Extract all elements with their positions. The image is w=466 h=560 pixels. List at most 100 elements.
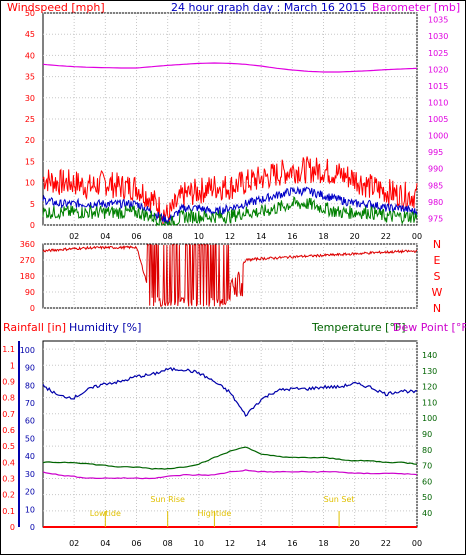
rain-tick-label: 0.8 [2,394,15,403]
x-tick-label-weather: 12 [225,539,235,548]
barometer-axis-title: Barometer [mb] [372,1,460,14]
x-tick-label-weather: 16 [287,539,297,548]
temperature-tick-label: 70 [422,462,432,471]
x-tick-label-wind: 12 [225,232,235,241]
wind-tick-label: 25 [25,115,35,124]
rain-tick-label: 1.1 [2,345,15,354]
wind-tick-label: 20 [25,136,35,145]
temperature-axis-title: Temperature [°F] [311,321,406,334]
rain-tick-label: 0.1 [2,507,15,516]
humidity-tick-label: 60 [25,417,35,426]
rain-tick-label: 0.3 [2,474,15,483]
humidity-tick-label: 0 [30,523,35,532]
x-tick-label-wind: 20 [350,232,360,241]
humidity-tick-label: 100 [20,346,35,355]
barometer-tick-label: 980 [428,198,443,207]
event-marker-label: Sun Rise [150,495,185,504]
wind-low-line [42,195,418,227]
temperature-tick-label: 130 [422,367,437,376]
x-tick-label-wind: 04 [100,232,110,241]
compass-tick-label: S [434,270,441,283]
x-tick-label-wind: 14 [256,232,266,241]
barometer-tick-label: 1020 [428,65,448,74]
direction-tick-label: 0 [30,304,35,313]
x-tick-label-weather: 18 [318,539,328,548]
humidity-tick-label: 40 [25,452,35,461]
wind-tick-label: 30 [25,94,35,103]
wind-gust-line [42,156,418,225]
barometer-line [42,62,418,73]
compass-tick-label: N [433,238,441,251]
wind-average-line [42,185,418,225]
x-tick-label-weather: 10 [194,539,204,548]
x-tick-label-weather: 02 [69,539,79,548]
x-tick-label-wind: 00 [412,232,422,241]
x-tick-label-wind: 08 [163,232,173,241]
wind-tick-label: 50 [25,9,35,18]
temperature-tick-label: 60 [422,477,432,486]
humidity-tick-label: 70 [25,399,35,408]
humidity-tick-label: 20 [25,488,35,497]
x-tick-label-weather: 06 [131,539,141,548]
rain-tick-label: 0.7 [2,410,15,419]
rainfall-axis-title: Rainfall [in] [3,321,66,334]
temperature-tick-label: 80 [422,446,432,455]
wind-tick-label: 10 [25,179,35,188]
direction-tick-label: 180 [20,272,35,281]
temperature-line [42,446,418,470]
wind-tick-label: 0 [30,221,35,230]
compass-tick-label: E [434,254,441,267]
humidity-line [42,367,418,417]
x-tick-label-wind: 18 [318,232,328,241]
wind-tick-label: 5 [30,200,35,209]
x-tick-label-wind: 10 [194,232,204,241]
humidity-tick-label: 80 [25,381,35,390]
direction-tick-label: 90 [25,288,35,297]
barometer-tick-label: 1010 [428,98,448,107]
humidity-tick-label: 30 [25,470,35,479]
x-tick-label-weather: 14 [256,539,266,548]
compass-tick-label: W [432,286,443,299]
x-tick-label-wind: 22 [381,232,391,241]
direction-tick-label: 360 [20,240,35,249]
humidity-axis-title: Humidity [%] [69,321,141,334]
wind-tick-label: 40 [25,51,35,60]
x-tick-label-weather: 00 [412,539,422,548]
rain-tick-label: 0.9 [2,377,15,386]
x-tick-label-weather: 08 [163,539,173,548]
x-tick-label-weather: 20 [350,539,360,548]
temperature-tick-label: 120 [422,383,437,392]
x-tick-label-weather: 22 [381,539,391,548]
event-marker-label: Hightide [198,509,232,518]
temperature-tick-label: 50 [422,493,432,502]
wind-tick-label: 45 [25,30,35,39]
barometer-tick-label: 995 [428,148,443,157]
windspeed-axis-title: Windspeed [mph] [7,1,105,14]
temperature-tick-label: 90 [422,430,432,439]
humidity-tick-label: 50 [25,434,35,443]
wind-tick-label: 15 [25,157,35,166]
temperature-tick-label: 110 [422,398,437,407]
dew-point-line [42,469,418,480]
barometer-tick-label: 1030 [428,32,448,41]
rain-tick-label: 0.2 [2,491,15,500]
x-tick-label-weather: 04 [100,539,110,548]
barometer-tick-label: 975 [428,214,443,223]
chart-title: 24 hour graph day : March 16 2015 [171,1,366,14]
rain-tick-label: 0.4 [2,458,15,467]
barometer-tick-label: 985 [428,181,443,190]
wind-tick-label: 35 [25,73,35,82]
barometer-tick-label: 1015 [428,82,448,91]
x-tick-label-wind: 02 [69,232,79,241]
wind-direction-line [42,244,418,307]
temperature-tick-label: 140 [422,351,437,360]
rain-tick-label: 1 [10,361,15,370]
rain-tick-label: 0.6 [2,426,15,435]
x-tick-label-wind: 16 [287,232,297,241]
direction-tick-label: 270 [20,256,35,265]
barometer-tick-label: 1035 [428,16,448,25]
temperature-tick-label: 40 [422,509,432,518]
compass-tick-label: N [433,302,441,315]
